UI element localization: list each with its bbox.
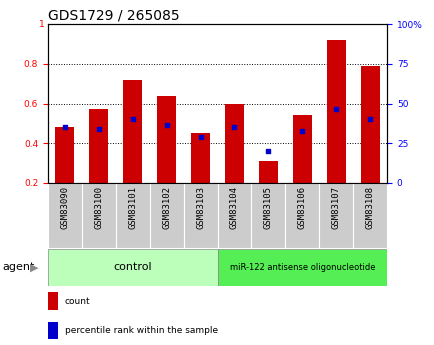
- Bar: [123, 80, 141, 183]
- Text: GSM83104: GSM83104: [230, 186, 238, 229]
- Point: [264, 148, 271, 154]
- Text: control: control: [113, 263, 151, 272]
- Text: agent: agent: [2, 263, 34, 272]
- Bar: [89, 109, 108, 183]
- Bar: [360, 66, 378, 183]
- Bar: [293, 115, 311, 183]
- Bar: [115, 183, 149, 248]
- Bar: [326, 40, 345, 183]
- Text: GSM83108: GSM83108: [365, 186, 374, 229]
- Point: [197, 135, 204, 140]
- Bar: [183, 183, 217, 248]
- Point: [230, 125, 237, 130]
- Bar: [225, 104, 243, 183]
- Bar: [217, 183, 251, 248]
- Text: count: count: [65, 296, 90, 306]
- Bar: [217, 249, 386, 286]
- Text: ▶: ▶: [30, 263, 38, 272]
- Bar: [149, 183, 183, 248]
- Point: [95, 127, 102, 132]
- Bar: [48, 322, 58, 339]
- Text: GSM83103: GSM83103: [196, 186, 204, 229]
- Bar: [352, 183, 386, 248]
- Text: GSM83105: GSM83105: [263, 186, 272, 229]
- Bar: [157, 96, 175, 183]
- Bar: [48, 183, 82, 248]
- Point: [61, 125, 68, 130]
- Bar: [56, 127, 74, 183]
- Text: GSM83090: GSM83090: [60, 186, 69, 229]
- Text: miR-122 antisense oligonucleotide: miR-122 antisense oligonucleotide: [229, 263, 374, 272]
- Text: GSM83101: GSM83101: [128, 186, 137, 229]
- Text: 1: 1: [39, 20, 44, 29]
- Bar: [48, 292, 58, 310]
- Bar: [48, 249, 217, 286]
- Bar: [319, 183, 352, 248]
- Point: [332, 107, 339, 112]
- Point: [298, 129, 305, 134]
- Point: [129, 117, 136, 122]
- Text: GSM83102: GSM83102: [162, 186, 171, 229]
- Text: GSM83107: GSM83107: [331, 186, 340, 229]
- Point: [366, 117, 373, 122]
- Bar: [82, 183, 115, 248]
- Bar: [285, 183, 319, 248]
- Text: GSM83100: GSM83100: [94, 186, 103, 229]
- Text: GSM83106: GSM83106: [297, 186, 306, 229]
- Point: [163, 122, 170, 128]
- Bar: [259, 161, 277, 183]
- Text: percentile rank within the sample: percentile rank within the sample: [65, 326, 217, 335]
- Bar: [191, 133, 209, 183]
- Bar: [251, 183, 285, 248]
- Text: GDS1729 / 265085: GDS1729 / 265085: [48, 9, 179, 23]
